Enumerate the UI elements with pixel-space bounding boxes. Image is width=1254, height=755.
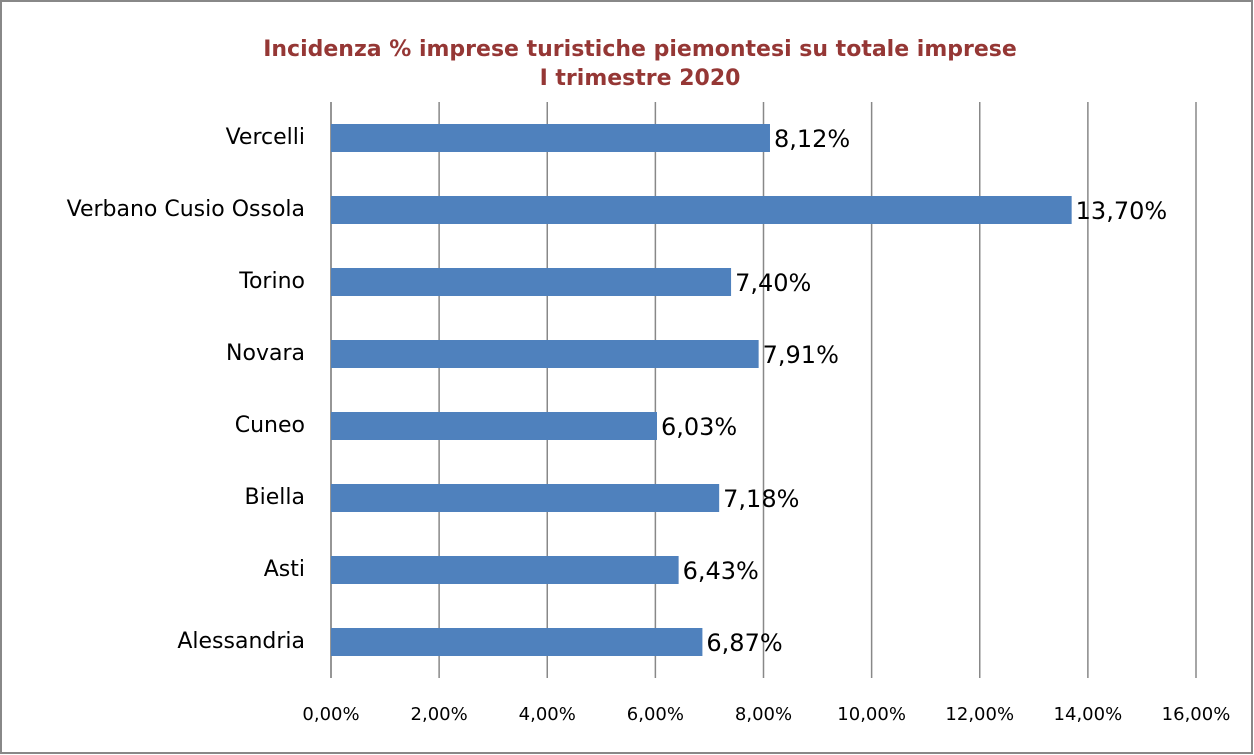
bar (331, 196, 1072, 224)
bar (331, 628, 703, 656)
y-tick-label: Cuneo (235, 413, 305, 438)
data-label: 7,18% (723, 485, 799, 513)
data-label: 7,91% (763, 341, 839, 369)
bar (331, 556, 679, 584)
y-tick-label: Torino (238, 269, 305, 294)
y-tick-label: Alessandria (177, 629, 305, 654)
x-tick-label: 12,00% (945, 704, 1014, 725)
data-label: 6,03% (661, 413, 737, 441)
x-tick-label: 10,00% (837, 704, 906, 725)
data-label: 7,40% (735, 269, 811, 297)
y-tick-label: Verbano Cusio Ossola (67, 197, 305, 222)
data-label: 13,70% (1076, 197, 1168, 225)
x-tick-label: 4,00% (519, 704, 576, 725)
bar (331, 268, 732, 296)
data-label: 8,12% (774, 125, 850, 153)
y-tick-label: Biella (245, 485, 305, 510)
bar (331, 412, 657, 440)
bar (331, 340, 759, 368)
x-tick-label: 14,00% (1054, 704, 1123, 725)
y-tick-label: Asti (264, 557, 305, 582)
bar (331, 124, 770, 152)
data-label: 6,87% (706, 629, 782, 657)
bar (331, 484, 720, 512)
x-tick-label: 0,00% (302, 704, 359, 725)
x-tick-label: 8,00% (735, 704, 792, 725)
y-tick-label: Vercelli (226, 125, 305, 150)
data-label: 6,43% (683, 557, 759, 585)
chart-title: Incidenza % imprese turistiche piemontes… (263, 37, 1017, 62)
x-tick-label: 16,00% (1162, 704, 1231, 725)
x-tick-label: 2,00% (411, 704, 468, 725)
x-tick-label: 6,00% (627, 704, 684, 725)
y-tick-label: Novara (226, 341, 305, 366)
chart-subtitle: I trimestre 2020 (540, 66, 741, 91)
